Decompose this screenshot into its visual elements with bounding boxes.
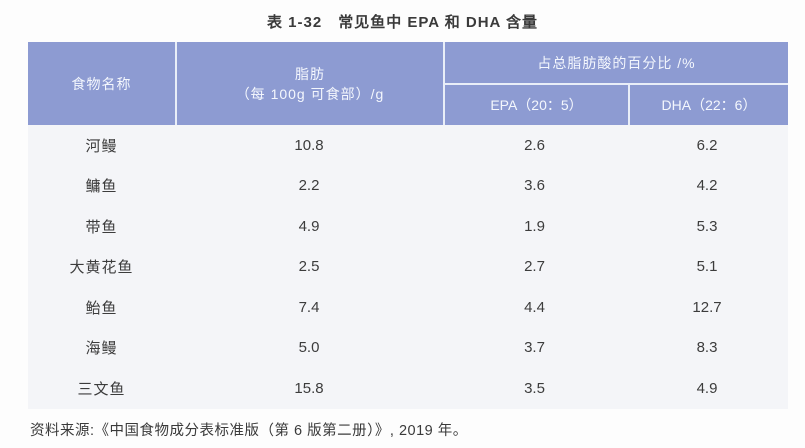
cell-epa: 1.9: [524, 217, 545, 235]
header-fat: 脂肪 （每 100g 可食部）/g: [175, 42, 443, 125]
cell-fat: 10.8: [294, 136, 324, 154]
cell-fat: 2.2: [298, 177, 320, 195]
table-row: 海鳗 5.0 3.7 8.3: [28, 328, 788, 369]
cell-epa: 2.6: [524, 136, 545, 154]
table-header: 食物名称 脂肪 （每 100g 可食部）/g 占总脂肪酸的百分比 /% EPA（…: [28, 42, 788, 125]
table-row: 大黄花鱼 2.5 2.7 5.1: [28, 247, 788, 288]
cell-food-name: 三文鱼: [77, 380, 126, 398]
cell-fat: 2.5: [298, 258, 320, 276]
cell-food-name: 海鳗: [85, 340, 118, 358]
cell-food-name: 大黄花鱼: [69, 259, 134, 277]
cell-dha: 4.2: [696, 177, 718, 195]
header-food-name: 食物名称: [71, 75, 132, 92]
cell-dha: 12.7: [692, 298, 722, 316]
cell-fat: 7.4: [298, 298, 320, 316]
header-percentage-subcolumns: EPA（20：5） DHA（22：6）: [445, 85, 788, 125]
cell-food-name: 鲐鱼: [85, 299, 118, 317]
table-row: 鲐鱼 7.4 4.4 12.7: [28, 287, 788, 328]
table-body: 河鳗 10.8 2.6 6.2 鳙鱼 2.2 3.6 4.2 带鱼 4.9 1.…: [28, 125, 788, 409]
cell-food-name: 带鱼: [85, 218, 118, 236]
cell-food-name: 鳙鱼: [85, 178, 118, 196]
table-row: 带鱼 4.9 1.9 5.3: [28, 206, 788, 247]
cell-food-name: 河鳗: [85, 137, 118, 155]
cell-dha: 6.2: [696, 136, 718, 154]
cell-dha: 4.9: [696, 379, 718, 397]
cell-epa: 4.4: [524, 298, 545, 316]
cell-epa: 3.5: [524, 379, 545, 397]
table-row: 鳙鱼 2.2 3.6 4.2: [28, 166, 788, 207]
header-percentage-group: 占总脂肪酸的百分比 /% EPA（20：5） DHA（22：6）: [443, 42, 788, 125]
cell-dha: 5.3: [696, 217, 718, 235]
table-row: 三文鱼 15.8 3.5 4.9: [28, 368, 788, 409]
cell-fat: 5.0: [298, 339, 320, 357]
cell-fat: 15.8: [294, 379, 324, 397]
source-note: 资料来源:《中国食物成分表标准版（第 6 版第二册）》, 2019 年。: [30, 423, 468, 439]
header-epa: EPA（20：5）: [490, 97, 583, 113]
header-fat-line1: 脂肪: [295, 65, 325, 82]
cell-epa: 3.7: [524, 339, 545, 357]
header-dha: DHA（22：6）: [628, 85, 788, 125]
cell-dha: 5.1: [696, 258, 718, 276]
cell-epa: 2.7: [524, 258, 545, 276]
table-title: 表 1-32 常见鱼中 EPA 和 DHA 含量: [267, 14, 538, 31]
cell-fat: 4.9: [298, 217, 320, 235]
cell-epa: 3.6: [524, 177, 545, 195]
header-percentage-of-total-fatty-acids: 占总脂肪酸的百分比 /%: [445, 42, 788, 85]
cell-dha: 8.3: [696, 339, 718, 357]
header-fat-line2: （每 100g 可食部）/g: [235, 85, 385, 102]
table-row: 河鳗 10.8 2.6 6.2: [28, 125, 788, 166]
fish-epa-dha-table: 食物名称 脂肪 （每 100g 可食部）/g 占总脂肪酸的百分比 /% EPA（…: [28, 42, 788, 409]
